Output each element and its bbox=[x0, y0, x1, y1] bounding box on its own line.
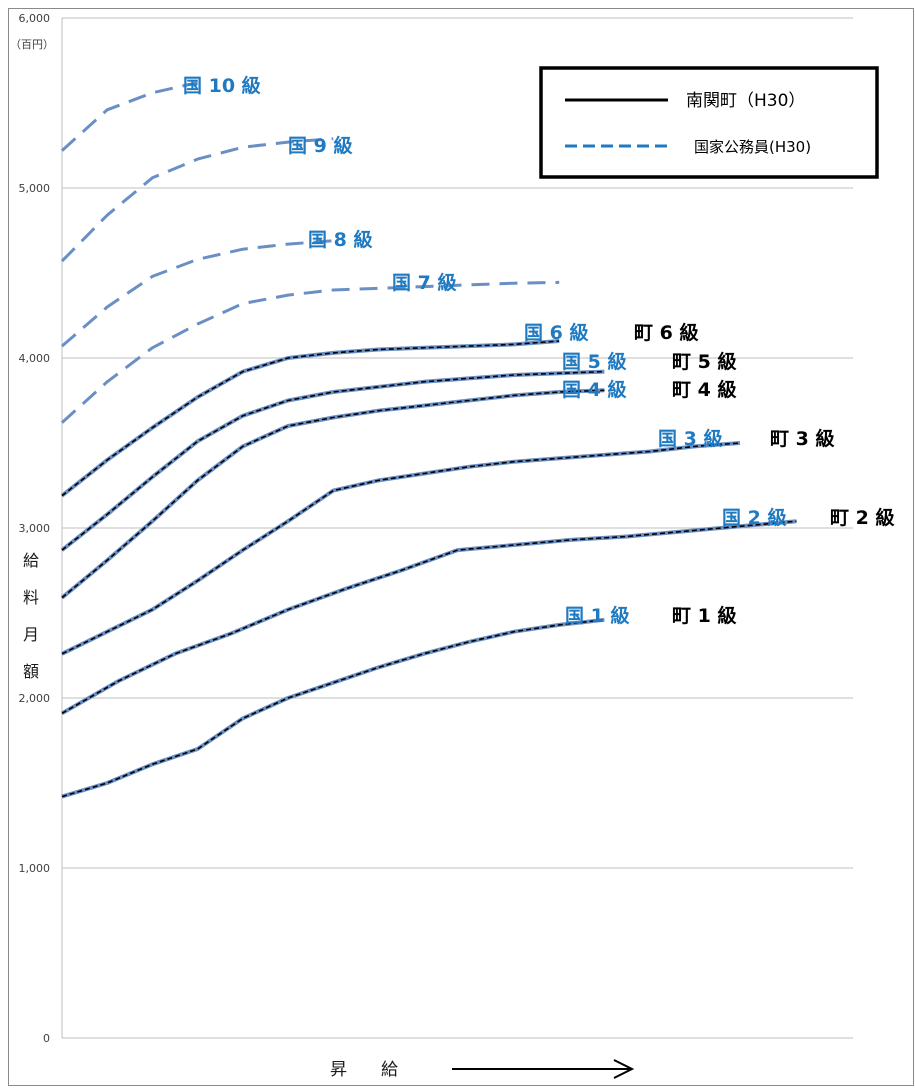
series-label-kuni-2: 国 2 級 bbox=[722, 506, 786, 529]
series-label-machi-4: 町 4 級 bbox=[672, 378, 736, 401]
series-line-kuni-3 bbox=[61, 441, 741, 656]
series-label-kuni-4: 国 4 級 bbox=[562, 378, 626, 401]
series-line-machi-6 bbox=[61, 340, 560, 497]
series-line-kuni-9 bbox=[60, 137, 334, 263]
series-label-machi-5: 町 5 級 bbox=[672, 350, 736, 373]
y-unit-label: （百円） bbox=[10, 38, 54, 51]
series-line-kuni-6 bbox=[60, 339, 560, 498]
series-line-machi-3 bbox=[61, 442, 741, 655]
y-tick-label: 1,000 bbox=[19, 862, 51, 875]
series-line-kuni-7 bbox=[60, 280, 560, 424]
series-line-machi-1 bbox=[61, 619, 605, 798]
series-label-machi-3: 町 3 級 bbox=[770, 427, 834, 450]
x-arrow-head bbox=[613, 1059, 635, 1079]
y-tick-label: 2,000 bbox=[19, 692, 51, 705]
series-line-kuni-1 bbox=[61, 617, 605, 799]
series-line-kuni-4 bbox=[60, 388, 605, 600]
legend-box bbox=[539, 66, 879, 179]
series-line-machi-5 bbox=[61, 370, 605, 551]
series-label-kuni-3: 国 3 級 bbox=[658, 427, 722, 450]
series-label-kuni-1: 国 1 級 bbox=[565, 604, 629, 627]
y-axis-label-char: 給 bbox=[23, 551, 39, 570]
series-label-kuni-8: 国 8 級 bbox=[308, 228, 372, 251]
y-tick-label: 0 bbox=[43, 1032, 50, 1045]
series-label-machi-1: 町 1 級 bbox=[672, 604, 736, 627]
y-axis-label-char: 月 bbox=[23, 625, 39, 644]
series-label-kuni-5: 国 5 級 bbox=[562, 350, 626, 373]
y-axis-label-char: 額 bbox=[23, 662, 39, 681]
y-tick-label: 4,000 bbox=[19, 352, 51, 365]
series-label-machi-2: 町 2 級 bbox=[830, 506, 894, 529]
series-label-kuni-6: 国 6 級 bbox=[524, 321, 588, 344]
series-label-kuni-9: 国 9 級 bbox=[288, 134, 352, 157]
series-label-machi-6: 町 6 級 bbox=[634, 321, 698, 344]
chart-frame bbox=[8, 8, 914, 1086]
y-tick-label: 5,000 bbox=[19, 182, 51, 195]
series-line-machi-2 bbox=[61, 520, 797, 714]
y-tick-label: 3,000 bbox=[19, 522, 51, 535]
series-label-kuni-10: 国 10 級 bbox=[183, 74, 261, 97]
y-axis-label-char: 料 bbox=[23, 588, 39, 607]
series-line-kuni-10 bbox=[60, 81, 198, 152]
legend-label-national: 国家公務員(H30) bbox=[694, 138, 811, 156]
legend-label-town: 南関町（H30） bbox=[686, 91, 805, 111]
series-line-kuni-8 bbox=[61, 239, 334, 348]
series-line-machi-4 bbox=[61, 389, 605, 599]
x-axis-label: 昇 給 bbox=[330, 1060, 398, 1080]
y-tick-label: 6,000 bbox=[19, 12, 51, 25]
series-label-kuni-7: 国 7 級 bbox=[392, 271, 456, 294]
